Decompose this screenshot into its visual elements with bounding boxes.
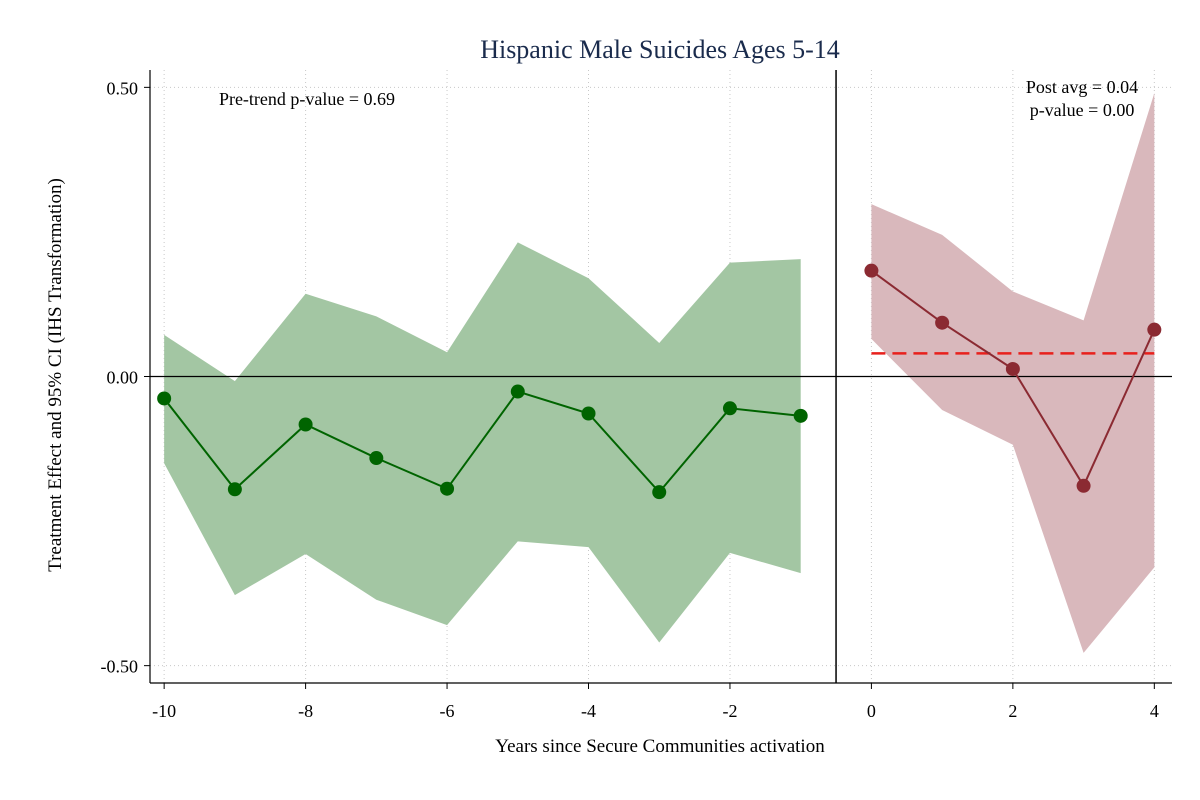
y-tick-label: 0.50 [107,78,139,98]
post-point-0 [864,263,879,278]
x-axis-label: Years since Secure Communities activatio… [495,736,825,757]
pre-point--2 [722,401,737,416]
post-point-4 [1147,322,1162,337]
pre-series-line [163,390,801,494]
x-tick-label: -6 [440,701,455,721]
x-tick-label: 0 [867,701,876,721]
chart-title: Hispanic Male Suicides Ages 5-14 [480,35,840,64]
plot-area: -10 -8 -6 -4 -2 0 2 4 0.50 0.00 -0.50 [101,70,1172,721]
pre-point--4 [581,406,596,421]
y-tick-label: 0.00 [107,368,139,388]
pre-point--9 [227,482,242,497]
post-pvalue-annotation: p-value = 0.00 [1030,100,1135,120]
x-tick-label: -8 [298,701,313,721]
post-point-2 [1005,361,1020,376]
pre-point--7 [369,451,384,466]
pre-point--1 [793,408,808,423]
pre-point--5 [510,384,525,399]
pre-point--6 [440,481,455,496]
post-avg-annotation: Post avg = 0.04 [1026,77,1138,97]
pre-point--3 [652,485,667,500]
pre-ci-band [164,242,801,643]
x-tick-label: -2 [722,701,737,721]
x-tick-label: 2 [1008,701,1017,721]
x-tick-label: -4 [581,701,596,721]
pre-point--8 [298,417,313,432]
x-tick-label: -10 [152,701,176,721]
x-tick-label: 4 [1150,701,1159,721]
y-axis-label: Treatment Effect and 95% CI (IHS Transfo… [45,178,66,572]
pre-point--10 [157,391,172,406]
pretrend-annotation: Pre-trend p-value = 0.69 [219,89,395,109]
post-point-1 [935,315,950,330]
y-tick-label: -0.50 [101,657,139,677]
post-point-3 [1076,478,1091,493]
